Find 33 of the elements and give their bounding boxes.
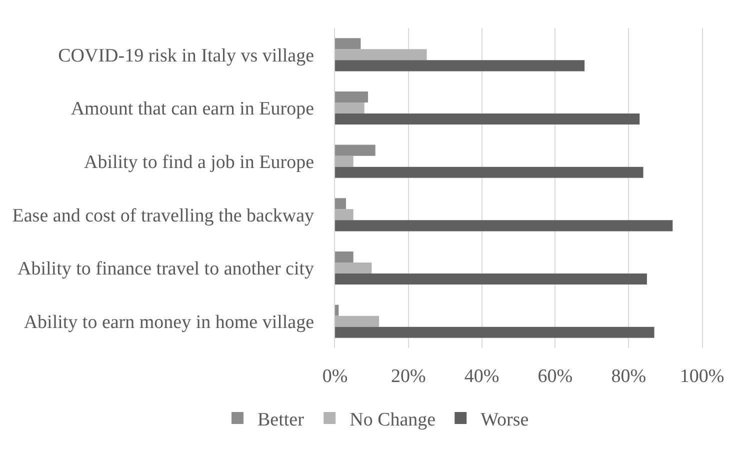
bar	[335, 209, 354, 220]
bar	[335, 304, 339, 316]
y-tick-label: Ability to finance travel to another city	[18, 258, 315, 280]
bar	[335, 166, 644, 178]
bar	[335, 49, 427, 60]
y-tick-label: Ability to earn money in home village	[24, 312, 314, 333]
x-tick-label: 100%	[680, 366, 724, 387]
bar	[335, 144, 376, 156]
bar	[335, 156, 354, 167]
legend-label: Better	[258, 409, 305, 430]
bar	[335, 91, 368, 102]
x-tick-label: 60%	[538, 366, 573, 387]
bar	[335, 274, 647, 285]
bar	[335, 198, 346, 210]
bar	[335, 251, 354, 262]
y-tick-label: Ease and cost of travelling the backway	[12, 205, 315, 226]
x-tick-label: 80%	[611, 366, 646, 387]
bar	[335, 326, 654, 338]
bar	[335, 102, 364, 114]
legend-label: Worse	[480, 409, 529, 430]
bar	[335, 60, 585, 72]
x-tick-label: 0%	[322, 366, 348, 387]
y-tick-label: COVID-19 risk in Italy vs village	[58, 45, 314, 66]
y-tick-label: Ability to find a job in Europe	[84, 152, 314, 173]
bar	[335, 262, 372, 274]
bar	[335, 316, 380, 327]
bar	[335, 114, 640, 125]
y-tick-label: Amount that can earn in Europe	[70, 98, 314, 120]
bar	[335, 220, 673, 232]
bar	[335, 38, 361, 50]
x-tick-label: 40%	[464, 366, 500, 387]
legend-label: No Change	[350, 409, 436, 430]
x-tick-label: 20%	[390, 366, 426, 387]
